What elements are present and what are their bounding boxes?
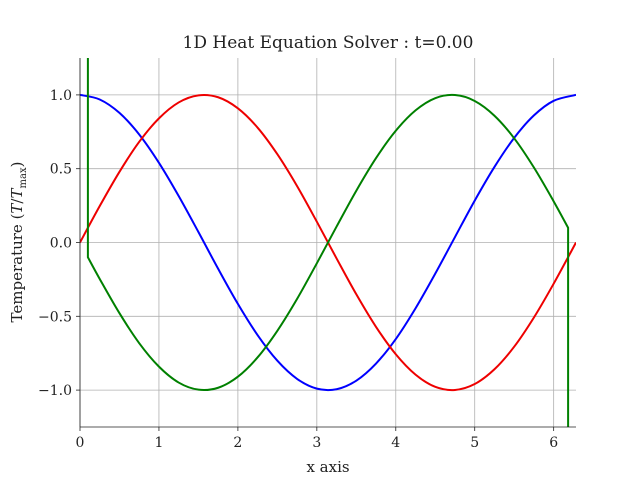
x-tick-label: 5 xyxy=(470,435,479,451)
y-tick-label: 0.0 xyxy=(50,236,72,252)
x-tick-label: 1 xyxy=(154,435,163,451)
y-axis-label-T: T xyxy=(8,203,26,214)
x-tick-label: 0 xyxy=(76,435,85,451)
x-tick-label: 4 xyxy=(391,435,400,451)
series-line-blue xyxy=(80,93,576,392)
x-tick-label: 6 xyxy=(549,435,558,451)
y-tick-label: −0.5 xyxy=(38,309,72,325)
chart-title: 1D Heat Equation Solver : t=0.00 xyxy=(183,33,474,53)
y-tick-label: −1.0 xyxy=(38,383,72,399)
y-tick-label: 0.5 xyxy=(50,162,72,178)
series-line-green xyxy=(86,58,570,427)
x-ticks: 0 1 2 3 4 5 6 xyxy=(76,427,558,451)
y-axis-label-close: ) xyxy=(8,162,26,168)
y-axis-label-sub: max xyxy=(18,167,29,188)
y-ticks: 1.0 0.5 0.0 −0.5 −1.0 xyxy=(38,88,80,399)
y-axis-label: Temperature (T/Tmax) xyxy=(8,162,29,323)
plot-area xyxy=(80,58,576,427)
series-line-red xyxy=(80,93,576,392)
x-axis-label: x axis xyxy=(306,458,349,476)
y-axis-label-prefix: Temperature ( xyxy=(8,214,26,323)
x-tick-label: 3 xyxy=(312,435,321,451)
y-tick-label: 1.0 xyxy=(50,88,72,104)
x-tick-label: 2 xyxy=(233,435,242,451)
y-axis-label-slash: / xyxy=(8,198,26,204)
y-axis-label-Tmax: T xyxy=(8,188,26,199)
